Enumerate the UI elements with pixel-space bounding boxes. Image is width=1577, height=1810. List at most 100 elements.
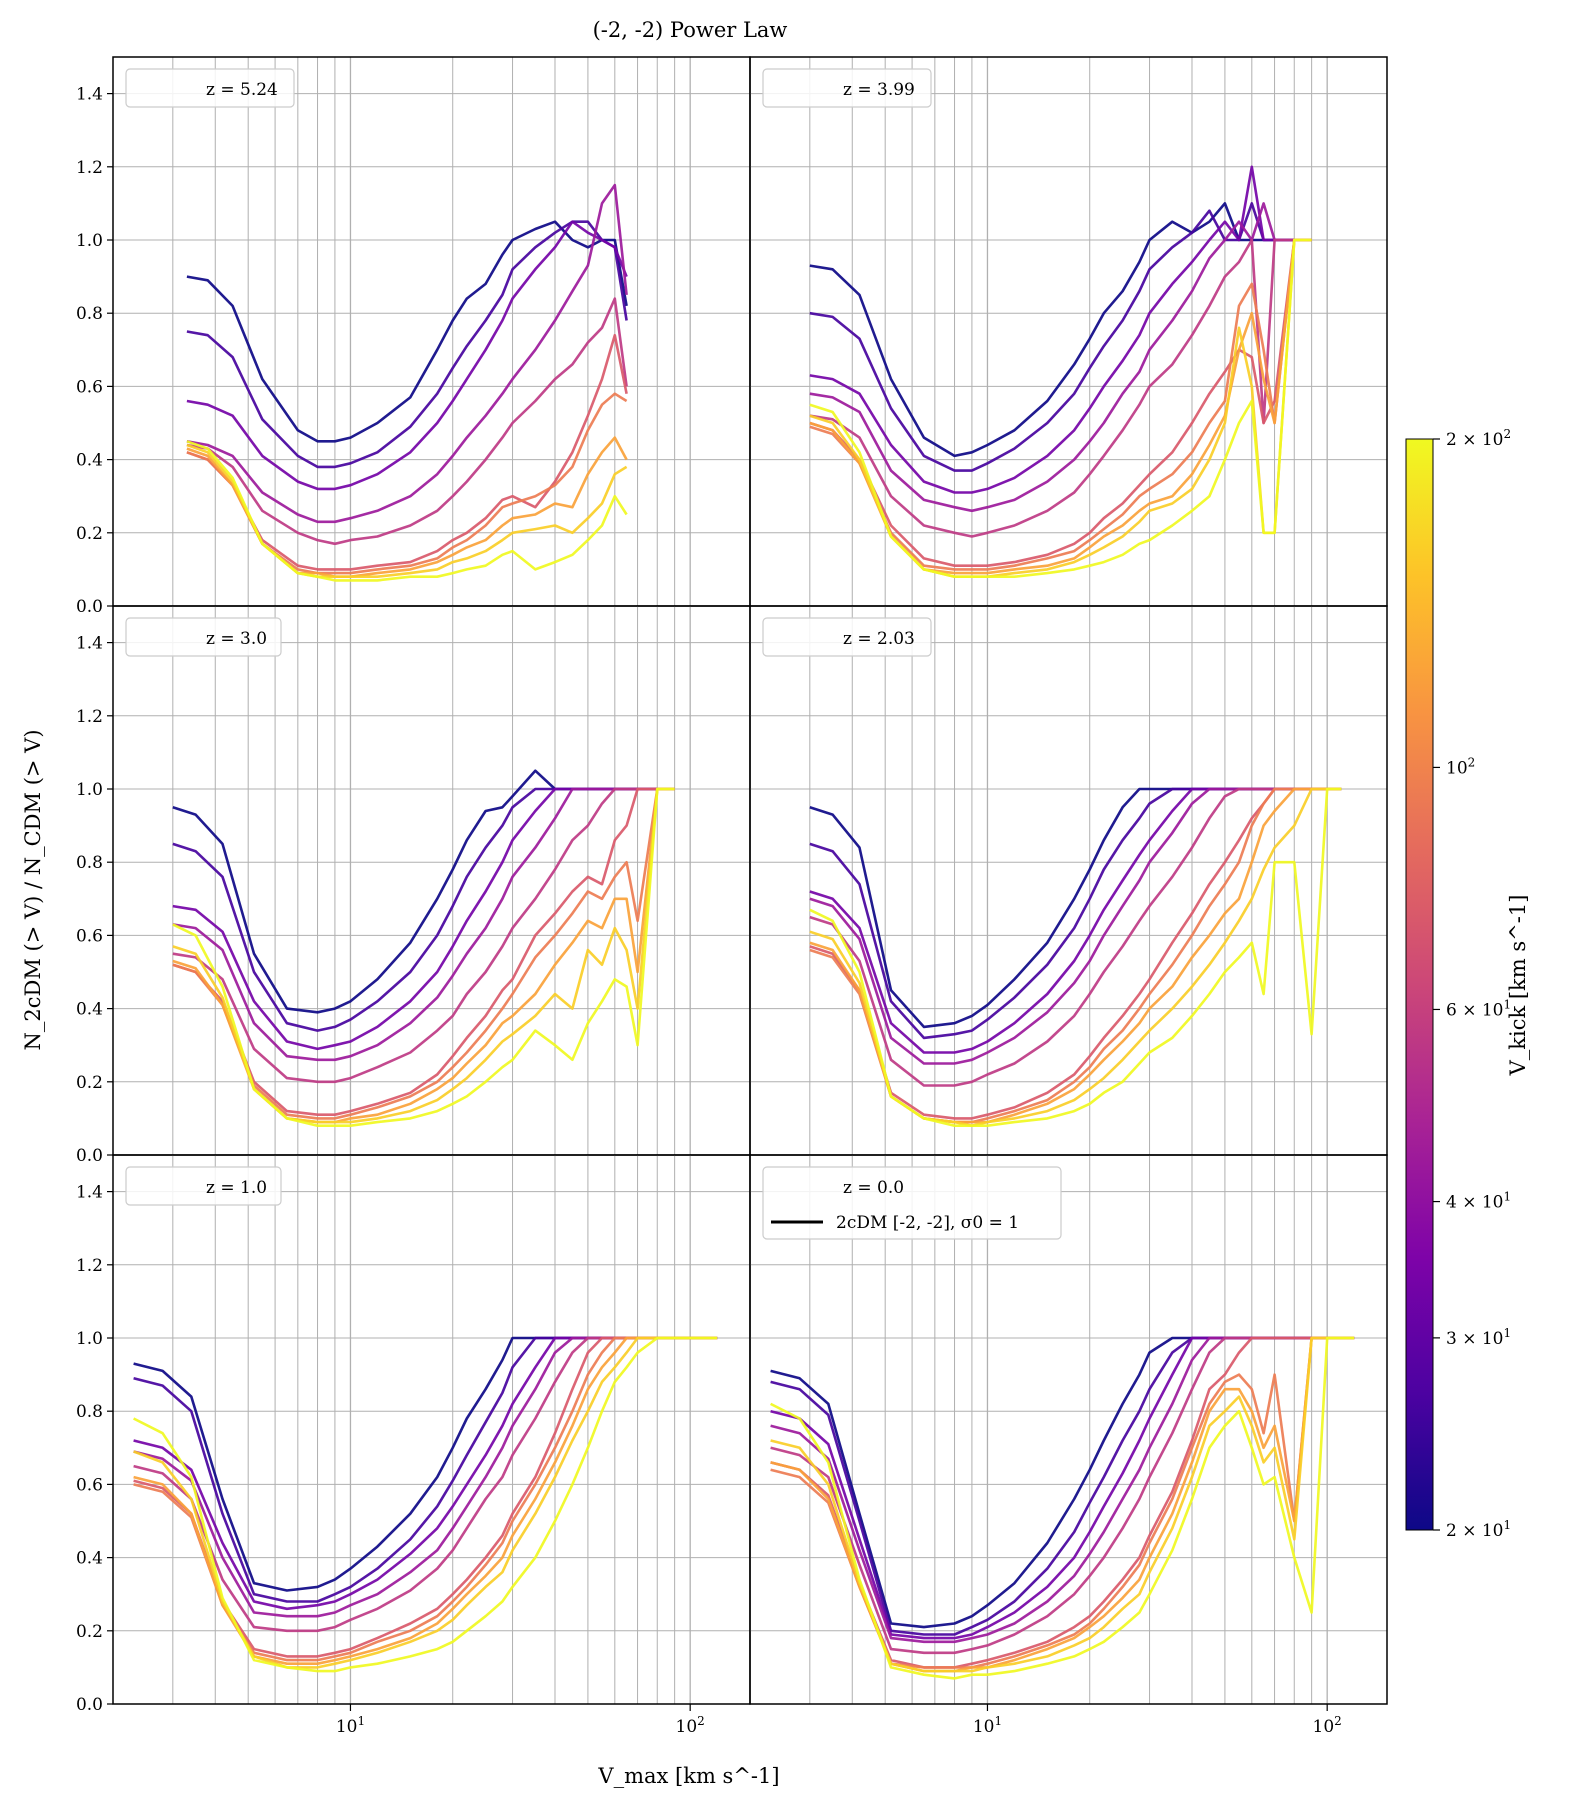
panel-frame (112, 1154, 751, 1705)
series-line-vkick-200 (770, 1336, 1355, 1680)
colorbar-tick-label: 4 × 101 (1446, 1190, 1511, 1213)
panel-6: 101 102 z = 0.0 2cDM [-2, -2], σ0 = 1 (749, 1154, 1388, 1737)
legend-redshift: z = 1.0 (206, 1178, 267, 1198)
panel-legend: z = 3.0 (125, 617, 282, 657)
legend-redshift: z = 3.99 (843, 80, 915, 100)
series-line-vkick-94.7 (809, 238, 1312, 571)
colorbar-tick-label: 2 × 101 (1446, 1518, 1511, 1541)
y-tick-label: 1.0 (76, 1329, 103, 1349)
series-line-vkick-25.9 (809, 787, 1342, 1040)
y-tick-label: 0.4 (76, 1000, 103, 1020)
series-group (809, 787, 1342, 1127)
series-line-vkick-73.1 (172, 787, 675, 1116)
series-line-vkick-25.9 (809, 202, 1312, 472)
colorbar-label: V_kick [km s^-1] (1506, 895, 1530, 1077)
y-tick-label: 0.4 (76, 1549, 103, 1569)
series-line-vkick-43.5 (186, 183, 628, 524)
x-tick-label: 102 (1313, 1714, 1342, 1737)
series-line-vkick-73.1 (809, 238, 1312, 568)
y-tick-label: 0.0 (76, 597, 103, 617)
series-line-vkick-33.6 (186, 220, 628, 491)
y-tick-label: 0.6 (76, 926, 103, 946)
grid (112, 1155, 750, 1705)
grid (749, 606, 1387, 1156)
series-line-vkick-56.4 (770, 1336, 1355, 1655)
series-line-vkick-43.5 (172, 787, 675, 1062)
series-line-vkick-200 (133, 1336, 718, 1673)
panel-frame (749, 56, 1388, 607)
figure-title: (-2, -2) Power Law (593, 18, 788, 42)
panel-frame (112, 605, 751, 1156)
colorbar-tick-label: 2 × 102 (1446, 427, 1511, 450)
y-tick-label: 1.0 (76, 780, 103, 800)
y-tick-label: 1.0 (76, 231, 103, 251)
series-line-vkick-43.5 (809, 202, 1312, 513)
panel-legend: z = 1.0 (125, 1166, 282, 1206)
series-group (809, 165, 1312, 579)
legend-redshift: z = 5.24 (206, 80, 278, 100)
series-line-vkick-200 (172, 787, 675, 1127)
series-line-vkick-33.6 (133, 1336, 718, 1611)
colorbar-tick-label: 6 × 101 (1446, 997, 1511, 1020)
panel-legend: z = 3.99 (762, 68, 932, 108)
panel-legend: z = 2.03 (762, 617, 932, 657)
x-tick-label: 101 (973, 1714, 1002, 1737)
x-axis-label: V_max [km s^-1] (597, 1764, 779, 1788)
series-line-vkick-25.9 (770, 1336, 1355, 1636)
grid (749, 57, 1387, 607)
colorbar-gradient (1405, 438, 1434, 1531)
y-tick-label: 0.0 (76, 1146, 103, 1166)
series-line-vkick-73.1 (186, 333, 628, 571)
series-line-vkick-200 (809, 787, 1342, 1127)
series-group (770, 1336, 1355, 1680)
panel-frame (112, 56, 751, 607)
series-line-vkick-33.6 (770, 1336, 1355, 1640)
series-line-vkick-200 (809, 238, 1312, 579)
grid (112, 606, 750, 1156)
panel-1: 0.0 0.2 0.4 0.6 0.8 1.0 1.2 1.4 z = 5.24 (76, 56, 751, 617)
series-line-vkick-94.7 (133, 1336, 718, 1662)
y-tick-label: 0.2 (76, 524, 103, 544)
series-line-vkick-200 (186, 440, 628, 582)
panel-3: 0.0 0.2 0.4 0.6 0.8 1.0 1.2 1.4 z = 3.0 (76, 605, 751, 1166)
panel-frame (749, 1154, 1388, 1705)
series-line-vkick-122.7 (186, 436, 628, 579)
legend-line-label: 2cDM [-2, -2], σ0 = 1 (836, 1213, 1019, 1233)
colorbar-tick-label: 102 (1446, 755, 1475, 778)
panel-frame (749, 605, 1388, 1156)
series-group (186, 183, 628, 582)
legend-redshift: z = 3.0 (206, 629, 267, 649)
y-tick-label: 0.8 (76, 304, 103, 324)
colorbar: 2 × 101 3 × 101 4 × 101 6 × 101 102 2 × 102 V… (1405, 427, 1530, 1541)
y-tick-label: 0.6 (76, 1475, 103, 1495)
series-line-vkick-25.9 (186, 220, 628, 469)
series-line-vkick-159 (186, 443, 628, 579)
legend-redshift: z = 2.03 (843, 629, 915, 649)
series-group (133, 1336, 718, 1673)
grid (112, 57, 750, 607)
series-line-vkick-73.1 (809, 787, 1342, 1120)
series-group (172, 769, 675, 1127)
y-tick-label: 1.2 (76, 158, 103, 178)
y-tick-label: 0.4 (76, 451, 103, 471)
panel-4: z = 2.03 (749, 605, 1388, 1156)
series-line-vkick-20 (186, 220, 628, 443)
series-line-vkick-73.1 (770, 1336, 1355, 1669)
series-line-vkick-33.6 (809, 165, 1312, 494)
series-line-vkick-56.4 (172, 787, 675, 1084)
y-tick-label: 1.4 (76, 1183, 103, 1203)
panel-2: z = 3.99 (749, 56, 1388, 607)
x-tick-label: 101 (336, 1714, 365, 1737)
panel-5: 0.0 0.2 0.4 0.6 0.8 1.0 1.2 1.4 101 102 z = 1.0 (76, 1154, 751, 1737)
series-line-vkick-94.7 (172, 787, 675, 1120)
y-tick-label: 1.2 (76, 1256, 103, 1276)
colorbar-tick-label: 3 × 101 (1446, 1326, 1511, 1349)
series-line-vkick-56.4 (809, 238, 1312, 538)
y-tick-label: 1.4 (76, 85, 103, 105)
x-tick-label: 102 (676, 1714, 705, 1737)
y-tick-label: 0.6 (76, 377, 103, 397)
series-line-vkick-159 (133, 1336, 718, 1669)
y-tick-label: 0.0 (76, 1695, 103, 1715)
series-line-vkick-56.4 (186, 297, 628, 546)
